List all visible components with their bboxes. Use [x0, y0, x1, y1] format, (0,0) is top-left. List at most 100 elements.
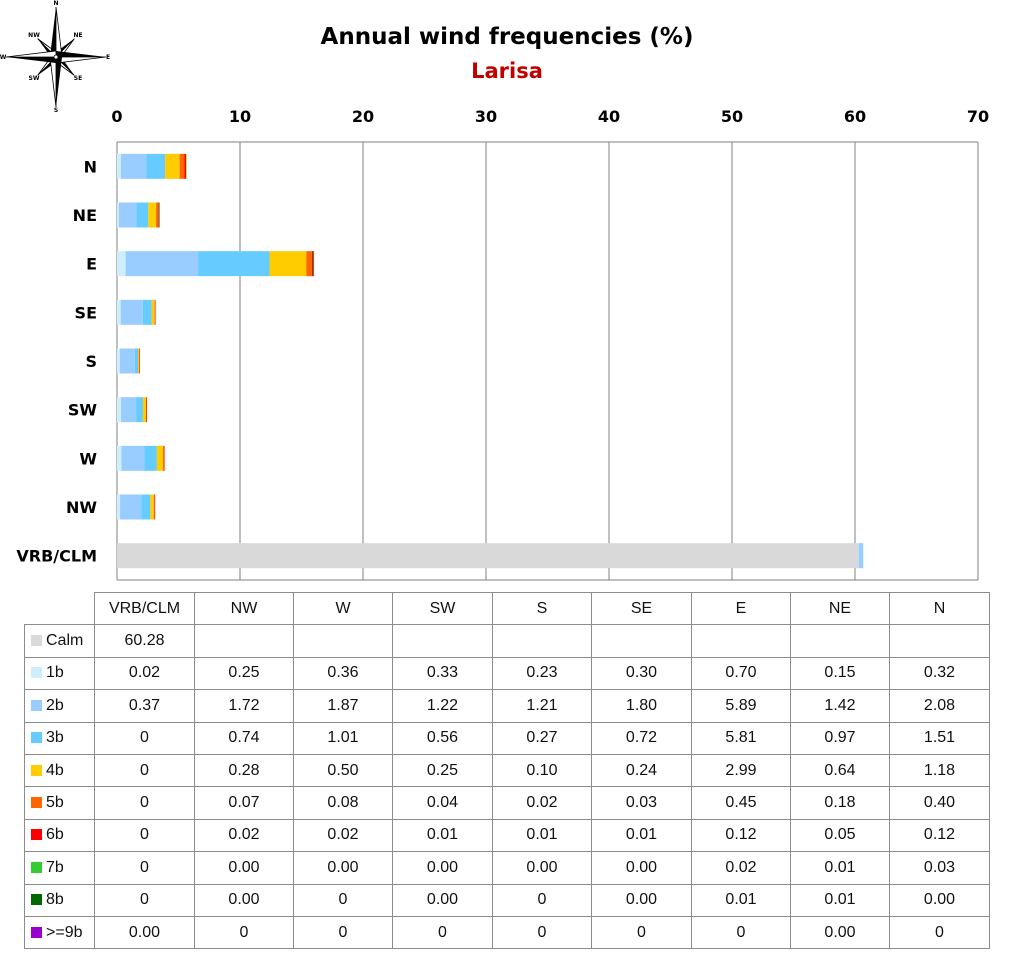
table-cell: 2.08	[889, 689, 990, 723]
table-cell: 0.28	[194, 753, 294, 788]
y-category-label: N	[84, 157, 97, 176]
table-row: 1b 0.02 0.25 0.36 0.33 0.23 0.30 0.70 0.15 0.32	[24, 656, 990, 691]
table-cell: 5.81	[691, 721, 791, 755]
table-cell: 0.02	[94, 656, 195, 691]
table-cell: 1.80	[591, 689, 692, 723]
bar-segment	[311, 251, 314, 277]
bar-segment	[156, 445, 164, 471]
y-category-label: VRB/CLM	[16, 547, 97, 566]
table-cell: 0.70	[691, 656, 791, 691]
table-cell: 0.12	[691, 818, 791, 853]
table-cell: 0.00	[889, 883, 990, 917]
bars	[117, 153, 864, 569]
table-cell: 0.74	[194, 721, 294, 755]
table-column-header: VRB/CLM	[94, 591, 195, 626]
table-cell: 0.00	[591, 851, 692, 885]
table-row: 6b 0 0.02 0.02 0.01 0.01 0.01 0.12 0.05 0.12	[24, 818, 990, 853]
bar-segment	[134, 348, 139, 374]
table-cell: 0	[94, 851, 195, 885]
table-cell: 0	[591, 915, 692, 950]
bar-segment	[142, 397, 147, 423]
table-cell: 1.18	[889, 753, 990, 788]
table-cell: 0.00	[194, 851, 294, 885]
bar-segment	[155, 299, 156, 325]
chart-title: Annual wind frequencies (%)	[321, 24, 694, 50]
bar-segment	[125, 251, 199, 277]
table-cell: 0.15	[790, 656, 890, 691]
compass-label: N	[53, 0, 58, 7]
x-tick-label: 40	[598, 107, 620, 126]
x-tick-label: 70	[967, 107, 989, 126]
table-cell: 0	[492, 883, 592, 917]
compass-point	[56, 57, 62, 107]
y-category-label: NE	[73, 206, 97, 225]
table-cell: 1.72	[194, 689, 294, 723]
table-cell: 0.05	[790, 818, 890, 853]
table-cell: 0.00	[293, 851, 393, 885]
bar-segment	[146, 153, 166, 179]
table-cell: 0.33	[392, 656, 493, 691]
x-axis-ticks: 0 10 20 30 40 50 60 70	[111, 107, 989, 126]
table-row: 3b 0 0.74 1.01 0.56 0.27 0.72 5.81 0.97 1.51	[24, 721, 990, 755]
table-column-header: S	[492, 591, 592, 626]
legend-label: 2b	[46, 696, 64, 714]
table-cell: 1.42	[790, 689, 890, 723]
compass-point	[6, 57, 56, 63]
table-row-label: 2b	[24, 689, 95, 723]
table-cell	[293, 624, 393, 658]
bar-segment	[136, 202, 149, 228]
table-cell: 0.40	[889, 786, 990, 820]
legend-swatch	[31, 764, 42, 776]
bar-segment	[148, 202, 157, 228]
table-cell: 0	[691, 915, 791, 950]
compass-label: S	[54, 107, 58, 114]
table-cell: 0.64	[790, 753, 890, 788]
table-cell: 0.72	[591, 721, 692, 755]
table-cell: 0.24	[591, 753, 692, 788]
table-cell: 0.00	[790, 915, 890, 950]
bar-segment	[313, 251, 315, 277]
bar-segment	[150, 494, 154, 520]
table-cell: 0	[492, 915, 592, 950]
legend-swatch	[31, 635, 42, 647]
y-category-label: W	[79, 449, 97, 468]
table-cell	[790, 624, 890, 658]
table-column-header: SW	[392, 591, 493, 626]
table-row-label: 4b	[24, 753, 95, 788]
table-cell: 0.45	[691, 786, 791, 820]
table-row-label: 5b	[24, 786, 95, 820]
table-row-label: >=9b	[24, 915, 95, 950]
table-column-header: W	[293, 591, 393, 626]
table-cell: 0.18	[790, 786, 890, 820]
bar-segment	[118, 202, 137, 228]
table-column-header: SE	[591, 591, 692, 626]
table-cell: 0.00	[94, 915, 195, 950]
table-column-header: NW	[194, 591, 294, 626]
bar-segment	[269, 251, 307, 277]
y-axis-categories: N NE E SE S SW W NW VRB/CLM	[16, 157, 97, 565]
table-row: >=9b 0.00 0 0 0 0 0 0 0.00 0	[24, 915, 990, 950]
bar-segment	[198, 251, 270, 277]
legend-label: 7b	[46, 858, 64, 876]
table-cell: 0.10	[492, 753, 592, 788]
bar-segment	[138, 348, 140, 374]
table-column-header: E	[691, 591, 791, 626]
table-cell: 0.37	[94, 689, 195, 723]
y-category-label: S	[85, 352, 97, 371]
table-cell: 0.36	[293, 656, 393, 691]
table-row-label: 6b	[24, 818, 95, 853]
bar-segment	[306, 251, 312, 277]
legend-label: 5b	[46, 794, 64, 812]
table-row-label: 3b	[24, 721, 95, 755]
y-category-label: SW	[68, 401, 98, 420]
table-cell: 0.02	[691, 851, 791, 885]
bar-segment	[163, 445, 165, 471]
table-cell: 0.00	[392, 883, 493, 917]
bar-segment	[120, 299, 143, 325]
x-tick-label: 20	[352, 107, 374, 126]
legend-label: 6b	[46, 826, 64, 844]
table-header-row: VRB/CLM NW W SW S SE E NE N	[24, 591, 990, 626]
legend-swatch	[31, 732, 42, 744]
table-cell: 0	[392, 915, 493, 950]
